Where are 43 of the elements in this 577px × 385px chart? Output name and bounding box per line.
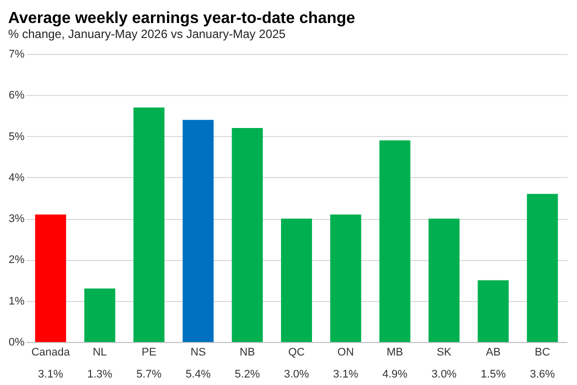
bar — [330, 214, 362, 342]
x-tick-label: NS — [190, 346, 206, 358]
y-tick-label: 4% — [8, 172, 25, 184]
bar — [182, 120, 214, 342]
x-tick-label: PE — [142, 346, 156, 358]
bar — [84, 288, 116, 342]
data-label: 3.1% — [38, 368, 64, 380]
x-tick-label: QC — [288, 346, 305, 358]
bar — [379, 140, 410, 342]
y-tick-label: 7% — [8, 48, 25, 60]
y-tick-label: 0% — [8, 336, 25, 348]
x-tick-label: Canada — [31, 346, 71, 358]
data-label: 5.4% — [186, 368, 211, 380]
data-label: 5.7% — [136, 368, 162, 380]
x-tick-label: NL — [92, 346, 107, 358]
bar — [133, 107, 164, 342]
bar — [428, 218, 460, 342]
bar — [281, 218, 312, 342]
bar — [526, 194, 558, 342]
data-label: 3.0% — [432, 368, 457, 380]
y-tick-label: 3% — [8, 213, 25, 226]
bar — [232, 128, 263, 342]
data-label: 3.1% — [333, 368, 358, 380]
x-tick-label: BC — [534, 346, 550, 358]
x-tick-label: ON — [337, 346, 354, 358]
y-tick-label: 5% — [8, 130, 25, 143]
y-tick-label: 6% — [8, 90, 25, 102]
bar — [35, 214, 66, 342]
data-label: 3.0% — [284, 368, 310, 380]
chart-title: Average weekly earnings year-to-date change — [8, 10, 356, 27]
x-tick-label: SK — [436, 346, 452, 358]
y-tick-label: 1% — [8, 295, 25, 308]
data-label: 4.9% — [382, 368, 408, 380]
x-tick-label: NB — [240, 346, 255, 358]
x-tick-label: AB — [486, 346, 501, 358]
data-label: 1.3% — [87, 368, 113, 380]
bar — [478, 280, 509, 342]
data-label: 3.6% — [530, 368, 556, 380]
data-label: 1.5% — [480, 368, 506, 380]
x-tick-label: MB — [386, 346, 404, 358]
data-label: 5.2% — [234, 368, 260, 380]
chart-subtitle: % change, January-May 2026 vs January-May 2025 — [8, 27, 286, 41]
y-tick-label: 2% — [8, 254, 25, 266]
